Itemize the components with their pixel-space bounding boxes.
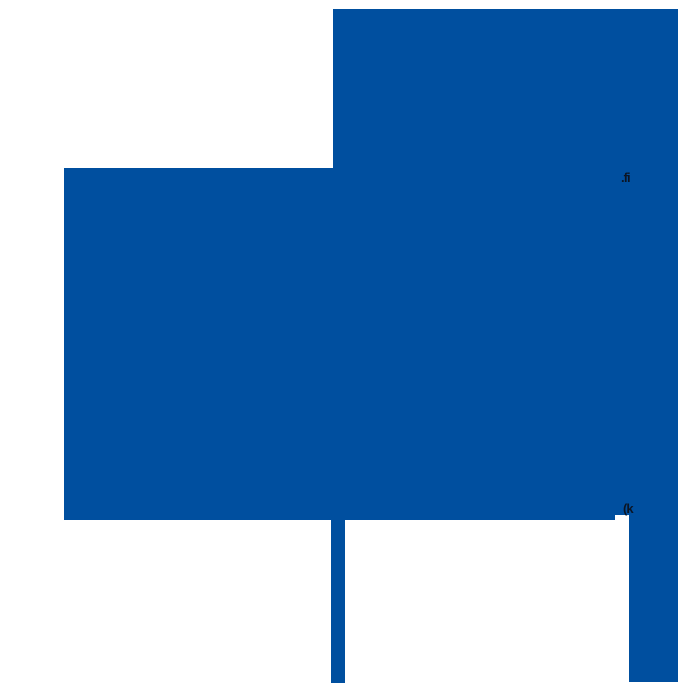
white-notch xyxy=(615,515,629,521)
blue-strip-vertical xyxy=(331,519,345,683)
blue-band-bottom-right xyxy=(629,519,678,682)
text-artifact-top: .fi xyxy=(621,170,631,185)
text-artifact-bottom: (k xyxy=(623,501,634,516)
blue-region-left xyxy=(64,168,333,520)
blue-region-right xyxy=(333,9,678,520)
